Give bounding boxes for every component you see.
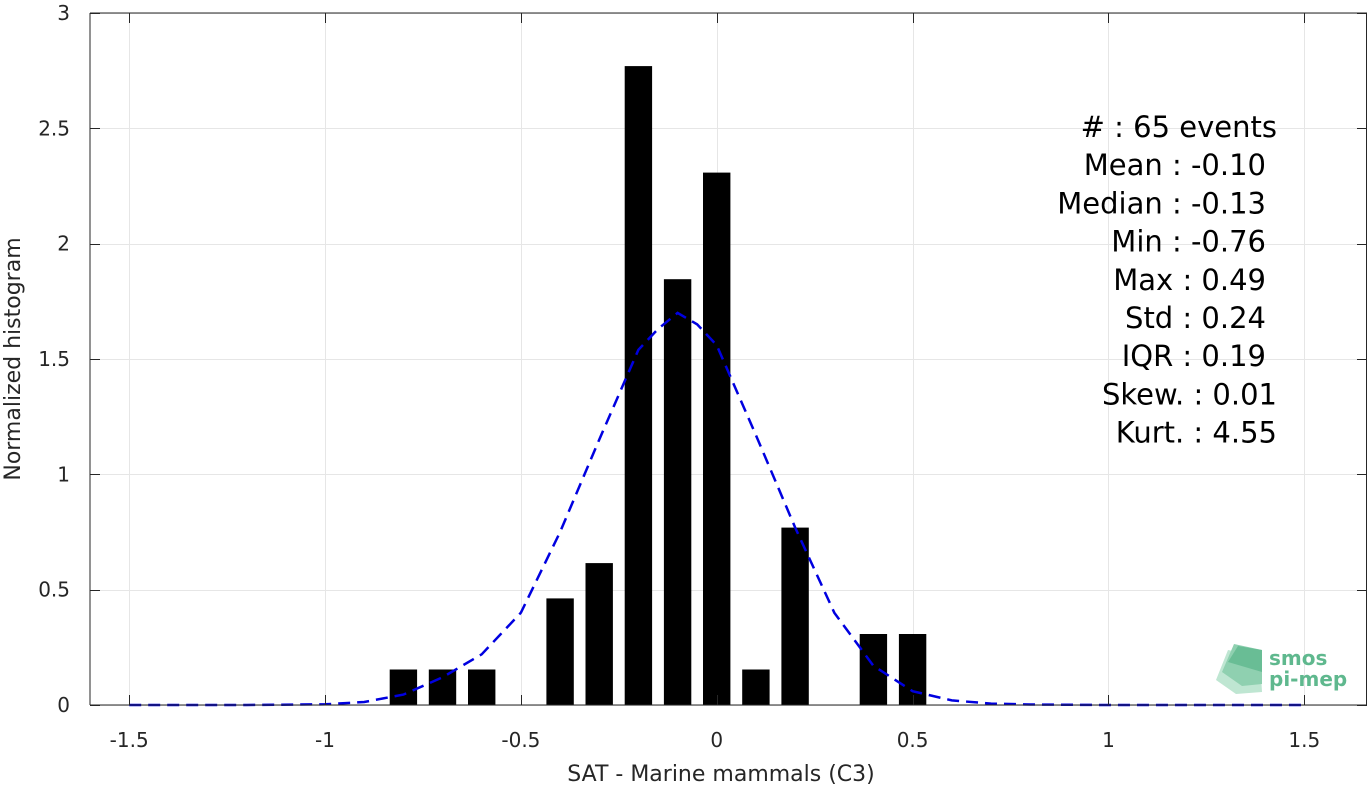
stats-box: # : 65 events Mean : -0.10 Median : -0.13 M… xyxy=(1057,110,1277,450)
y-tick-label-3: 1.5 xyxy=(38,347,70,371)
x-tick-label-1: -1 xyxy=(315,728,335,752)
histogram-bar-3 xyxy=(546,598,574,705)
stats-line-8: Kurt. : 4.55 xyxy=(1116,416,1277,450)
smos-pimep-logo: smos pi-mep xyxy=(1216,644,1347,694)
stats-line-0: # : 65 events xyxy=(1081,110,1277,144)
axis-ticks xyxy=(90,13,1367,706)
x-tick-label-3: 0 xyxy=(710,728,723,752)
histogram-bar-8 xyxy=(742,669,770,705)
histogram-bar-0 xyxy=(389,669,418,705)
y-tick-label-4: 2 xyxy=(57,232,70,256)
y-tick-label-5: 2.5 xyxy=(38,116,70,140)
y-tick-labels: 0 0.5 1 1.5 2 2.5 3 xyxy=(38,1,70,717)
y-axis-label: Normalized histogram xyxy=(1,237,26,480)
y-tick-label-6: 3 xyxy=(57,1,70,25)
histogram-bar-7 xyxy=(703,172,731,706)
histogram-bars xyxy=(389,66,927,706)
logo-line-2: pi-mep xyxy=(1269,667,1347,691)
x-tick-label-2: -0.5 xyxy=(501,728,540,752)
histogram-bar-10 xyxy=(859,634,888,705)
x-tick-label-0: -1.5 xyxy=(110,728,149,752)
stats-line-7: Skew. : 0.01 xyxy=(1102,377,1277,411)
stats-line-2: Median : -0.13 xyxy=(1057,186,1266,220)
stats-line-4: Max : 0.49 xyxy=(1113,263,1266,297)
histogram-bar-4 xyxy=(585,563,613,705)
stats-line-3: Min : -0.76 xyxy=(1111,225,1266,259)
y-tick-label-0: 0 xyxy=(57,693,70,717)
histogram-bar-2 xyxy=(468,669,496,705)
logo-line-1: smos xyxy=(1269,646,1327,670)
x-tick-label-5: 1 xyxy=(1102,728,1115,752)
x-tick-label-4: 0.5 xyxy=(897,728,929,752)
histogram-bar-9 xyxy=(781,527,809,705)
logo-graphic-icon xyxy=(1216,644,1262,694)
histogram-bar-1 xyxy=(428,669,457,705)
stats-line-1: Mean : -0.10 xyxy=(1084,148,1266,182)
y-tick-label-2: 1 xyxy=(57,462,70,486)
x-tick-labels: -1.5 -1 -0.5 0 0.5 1 1.5 xyxy=(110,728,1321,752)
histogram-bar-6 xyxy=(663,279,692,705)
stats-line-5: Std : 0.24 xyxy=(1125,301,1266,335)
histogram-bar-11 xyxy=(898,634,927,705)
histogram-bar-5 xyxy=(624,66,653,706)
stats-line-6: IQR : 0.19 xyxy=(1122,339,1266,373)
x-tick-label-6: 1.5 xyxy=(1288,728,1320,752)
y-tick-label-1: 0.5 xyxy=(38,578,70,602)
x-axis-label: SAT - Marine mammals (C3) xyxy=(567,762,875,785)
